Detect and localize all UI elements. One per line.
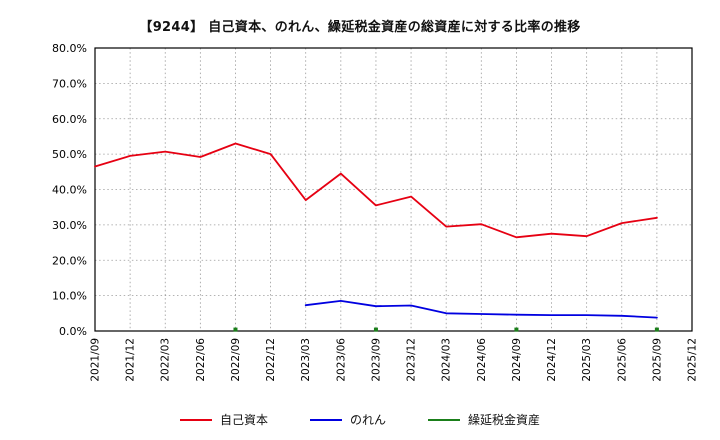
chart-legend: 自己資本 のれん 繰延税金資産 [0, 411, 720, 428]
x-tick-label: 2021/09 [90, 338, 102, 382]
y-tick-label: 30.0% [52, 219, 87, 232]
x-tick-label: 2025/12 [687, 338, 699, 382]
x-tick-label: 2024/03 [441, 338, 453, 382]
y-tick-label: 20.0% [52, 254, 87, 267]
y-tick-label: 10.0% [52, 290, 87, 303]
x-tick-label: 2024/06 [476, 338, 488, 382]
series-line [304, 300, 658, 319]
x-tick-label: 2025/09 [651, 338, 663, 382]
x-tick-label: 2024/12 [546, 338, 558, 382]
y-tick-label: 0.0% [59, 325, 87, 338]
x-tick-label: 2025/06 [616, 338, 628, 382]
x-tick-label: 2023/09 [370, 338, 382, 382]
y-tick-label: 40.0% [52, 184, 87, 197]
x-tick-label: 2025/03 [581, 338, 593, 382]
legend-swatch [428, 418, 460, 421]
x-tick-label: 2023/03 [300, 338, 312, 382]
x-tick-label: 2021/12 [125, 338, 137, 382]
x-tick-label: 2023/06 [335, 338, 347, 382]
series-line [94, 142, 658, 239]
legend-item: 繰延税金資産 [428, 411, 540, 428]
x-tick-label: 2023/12 [406, 338, 418, 382]
series-point [373, 327, 378, 332]
x-tick-label: 2022/12 [265, 338, 277, 382]
legend-label: のれん [349, 413, 386, 427]
legend-item: 自己資本 [179, 411, 268, 428]
y-tick-label: 50.0% [52, 148, 87, 161]
legend-swatch [179, 418, 212, 421]
chart-title: 【9244】 自己資本、のれん、繰延税金資産の総資産に対する比率の推移 [139, 20, 581, 35]
series-point [514, 327, 519, 332]
x-tick-label: 2022/09 [230, 338, 242, 382]
series-point [233, 327, 238, 332]
x-tick-label: 2022/06 [195, 338, 207, 382]
x-tick-label: 2022/03 [160, 338, 172, 382]
y-tick-label: 70.0% [52, 77, 87, 90]
y-tick-label: 60.0% [52, 113, 87, 126]
y-tick-label: 80.0% [52, 42, 87, 55]
plot-border [94, 47, 693, 332]
x-tick-label: 2024/09 [511, 338, 523, 382]
legend-label: 繰延税金資産 [468, 413, 541, 427]
legend-item: のれん [309, 411, 386, 428]
legend-swatch [309, 418, 342, 421]
series-point [654, 327, 659, 332]
legend-label: 自己資本 [219, 413, 268, 427]
